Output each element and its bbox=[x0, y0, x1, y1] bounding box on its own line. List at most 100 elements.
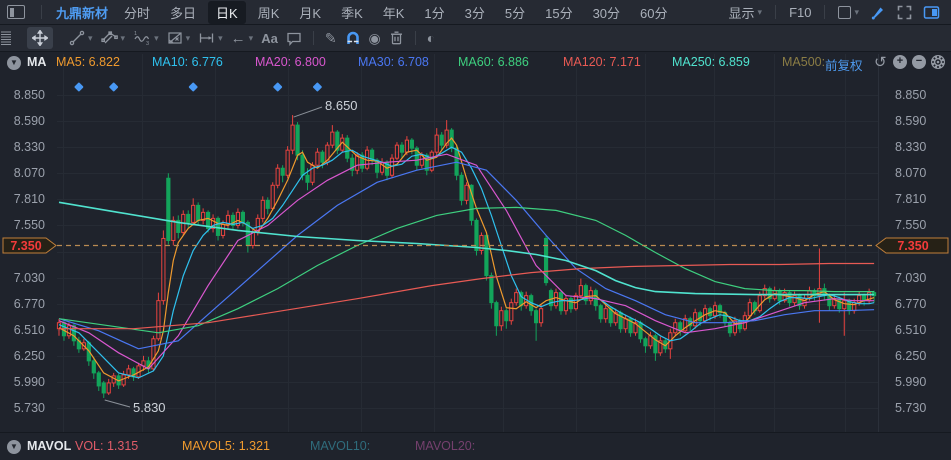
ma30-line bbox=[58, 161, 875, 350]
brush-icon[interactable] bbox=[869, 4, 886, 21]
collapse-icon[interactable]: ▼ bbox=[7, 440, 21, 454]
left-price-axis: 8.850 8.590 8.330 8.070 7.810 7.550 7.030 6.770… bbox=[0, 0, 49, 459]
svg-text:7.350: 7.350 bbox=[897, 239, 928, 253]
svg-text:3: 3 bbox=[146, 41, 149, 46]
price-axis-label: 7.550 bbox=[895, 218, 927, 233]
stock-name[interactable]: 九鼎新材 bbox=[56, 5, 109, 21]
comment-icon[interactable] bbox=[286, 30, 302, 46]
ma20-line bbox=[58, 153, 875, 370]
drawing-toolbar: ▾ ▾ 1 3 ▾ ▾ ▾ ← ▾ Aa ✎ ◉ ◐ bbox=[0, 25, 951, 52]
price-axis-label: 8.590 bbox=[13, 114, 45, 129]
tab-5分[interactable]: 5分 bbox=[504, 5, 526, 21]
magnet-icon[interactable] bbox=[345, 30, 361, 46]
vol-value-mavol20: MAVOL20: bbox=[415, 439, 476, 453]
ma-value-ma30: MA30: 6.708 bbox=[358, 55, 429, 69]
price-axis-label: 8.330 bbox=[895, 140, 927, 155]
chevron-down-icon: ▾ bbox=[218, 32, 223, 43]
collapse-icon[interactable]: ▼ bbox=[7, 56, 21, 70]
vol-value-mavol10: MAVOL10: bbox=[310, 439, 371, 453]
high-annotation-line bbox=[293, 106, 323, 118]
separator bbox=[824, 5, 826, 19]
trash-icon[interactable] bbox=[389, 30, 404, 46]
price-axis-label: 6.510 bbox=[895, 322, 927, 337]
tab-60分[interactable]: 60分 bbox=[640, 5, 668, 21]
tab-多日[interactable]: 多日 bbox=[170, 5, 197, 21]
price-axis-label: 5.990 bbox=[13, 374, 45, 389]
separator bbox=[414, 31, 416, 45]
price-axis-label: 7.030 bbox=[13, 270, 45, 285]
high-price-annotation: 8.650 bbox=[325, 98, 358, 113]
chart-style-dropdown[interactable]: ▾ bbox=[838, 5, 859, 19]
channel-icon[interactable]: ▾ bbox=[100, 30, 125, 46]
top-toolbar: 九鼎新材 分时 多日 日K 周K 月K 季K 年K 1分 3分 5分 15分 30分 60分 显示 ▾ F… bbox=[0, 0, 951, 25]
volume-indicator-row: ▼ MAVOL VOL: 1.315 MAVOL5: 1.321 MAVOL10: M… bbox=[0, 432, 951, 460]
tab-月K[interactable]: 月K bbox=[299, 5, 322, 21]
chevron-down-icon: ▾ bbox=[854, 6, 859, 17]
separator bbox=[41, 5, 42, 19]
separator bbox=[312, 31, 314, 45]
ma-indicator-row: ▼ MA MA5: 6.822 MA10: 6.776 MA20: 6.800 MA3… bbox=[0, 54, 951, 73]
svg-text:1: 1 bbox=[134, 31, 137, 37]
gann-box-icon[interactable]: ▾ bbox=[167, 30, 191, 46]
grid bbox=[57, 54, 879, 432]
price-axis-label: 8.850 bbox=[13, 88, 45, 102]
zoom-out-icon[interactable]: − bbox=[912, 55, 926, 69]
tab-年K[interactable]: 年K bbox=[382, 5, 405, 21]
chevron-down-icon: ▾ bbox=[154, 32, 159, 43]
low-price-annotation: 5.830 bbox=[133, 400, 166, 415]
ma250-line bbox=[58, 201, 875, 296]
chevron-down-icon: ▾ bbox=[88, 32, 93, 43]
price-axis-label: 6.770 bbox=[13, 296, 45, 311]
current-price-tag: 7.350 7.350 bbox=[2, 237, 949, 254]
wave-icon[interactable]: 1 3 ▾ bbox=[133, 30, 159, 46]
chevron-down-icon: ▾ bbox=[757, 6, 763, 17]
tab-1分[interactable]: 1分 bbox=[424, 5, 445, 21]
tab-3分[interactable]: 3分 bbox=[464, 5, 485, 21]
adjust-mode-button[interactable]: 前复权 bbox=[825, 59, 863, 73]
ma-value-ma500: MA500: bbox=[782, 55, 826, 69]
panel-right-icon[interactable] bbox=[923, 4, 940, 21]
settings-gear-icon[interactable] bbox=[931, 55, 945, 69]
ma-value-ma250: MA250: 6.859 bbox=[672, 55, 750, 69]
price-axis-label: 7.550 bbox=[13, 218, 45, 233]
price-axis-label: 5.730 bbox=[13, 401, 45, 415]
tab-30分[interactable]: 30分 bbox=[592, 5, 621, 21]
lines-icon[interactable] bbox=[1, 30, 13, 46]
price-axis-label: 8.850 bbox=[895, 88, 927, 102]
layout-icon[interactable] bbox=[7, 5, 25, 19]
price-axis-label: 5.990 bbox=[895, 374, 927, 389]
trend-line-icon[interactable]: ▾ bbox=[69, 30, 93, 46]
pencil-icon[interactable]: ✎ bbox=[324, 30, 337, 46]
ma-value-ma120: MA120: 7.171 bbox=[563, 55, 641, 69]
extend-line-icon[interactable]: ▾ bbox=[198, 30, 223, 46]
contrast-icon[interactable]: ◐ bbox=[426, 30, 436, 46]
ma10-line bbox=[58, 146, 875, 379]
move-icon[interactable] bbox=[27, 27, 53, 49]
tab-分时[interactable]: 分时 bbox=[124, 5, 151, 21]
f10-button[interactable]: F10 bbox=[789, 4, 812, 20]
chevron-down-icon: ▾ bbox=[185, 32, 191, 43]
price-axis-label: 6.510 bbox=[13, 322, 45, 337]
target-icon[interactable]: ◉ bbox=[368, 30, 381, 46]
tab-周K[interactable]: 周K bbox=[257, 5, 280, 21]
undo-icon[interactable]: ↺ bbox=[874, 54, 887, 71]
tab-季K[interactable]: 季K bbox=[341, 5, 363, 21]
price-axis-label: 8.070 bbox=[895, 166, 927, 181]
tab-15分[interactable]: 15分 bbox=[545, 5, 573, 21]
event-markers[interactable] bbox=[74, 82, 322, 92]
price-axis-label: 5.730 bbox=[895, 401, 927, 415]
indicator-name: MA bbox=[27, 55, 47, 69]
back-arrow-icon[interactable]: ← ▾ bbox=[230, 29, 254, 47]
display-menu[interactable]: 显示 ▾ bbox=[728, 5, 763, 21]
price-axis-label: 7.030 bbox=[895, 270, 927, 285]
right-price-axis: 8.850 8.590 8.330 8.070 7.810 7.550 7.030 6.770… bbox=[893, 0, 951, 459]
tab-日K[interactable]: 日K bbox=[208, 0, 246, 24]
text-icon[interactable]: Aa bbox=[261, 30, 278, 46]
zoom-in-icon[interactable]: + bbox=[893, 55, 907, 69]
ma5-line bbox=[58, 137, 875, 382]
ma-value-ma10: MA10: 6.776 bbox=[152, 55, 223, 69]
fullscreen-icon[interactable] bbox=[896, 4, 913, 21]
price-axis-label: 8.070 bbox=[13, 166, 45, 181]
ma-value-ma60: MA60: 6.886 bbox=[458, 55, 529, 69]
